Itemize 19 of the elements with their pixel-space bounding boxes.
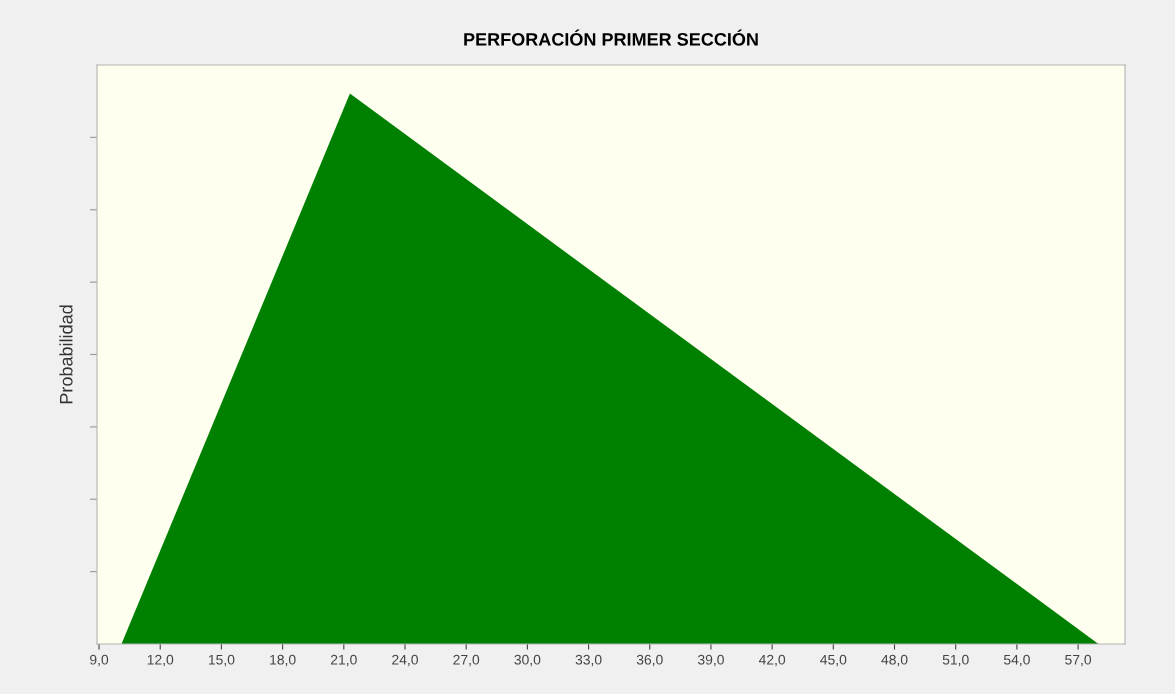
x-tick-label: 42,0 bbox=[758, 654, 786, 667]
x-tick-label: 51,0 bbox=[942, 654, 969, 667]
x-tick-label: 21,0 bbox=[330, 654, 357, 667]
x-tick-label: 48,0 bbox=[881, 654, 908, 667]
y-axis-title: Probabilidad bbox=[59, 305, 73, 404]
x-tick-label: 18,0 bbox=[270, 654, 296, 667]
x-tick-label: 33,0 bbox=[575, 654, 602, 667]
x-tick-label: 57,0 bbox=[1065, 654, 1092, 667]
x-tick-label: 30,0 bbox=[514, 654, 541, 667]
x-tick-label: 12,0 bbox=[147, 654, 174, 667]
x-tick-label: 45,0 bbox=[820, 654, 847, 667]
x-tick-label: 24,0 bbox=[392, 654, 418, 667]
x-tick-label: 36,0 bbox=[636, 654, 663, 667]
chart-title: PERFORACIÓN PRIMER SECCIÓN bbox=[464, 29, 758, 46]
x-tick-label: 9,0 bbox=[90, 654, 109, 667]
x-tick-label: 54,0 bbox=[1003, 654, 1030, 667]
x-tick-label: 39,0 bbox=[697, 654, 724, 667]
x-tick-label: 15,0 bbox=[208, 654, 235, 667]
x-tick-label: 27,0 bbox=[453, 654, 480, 667]
